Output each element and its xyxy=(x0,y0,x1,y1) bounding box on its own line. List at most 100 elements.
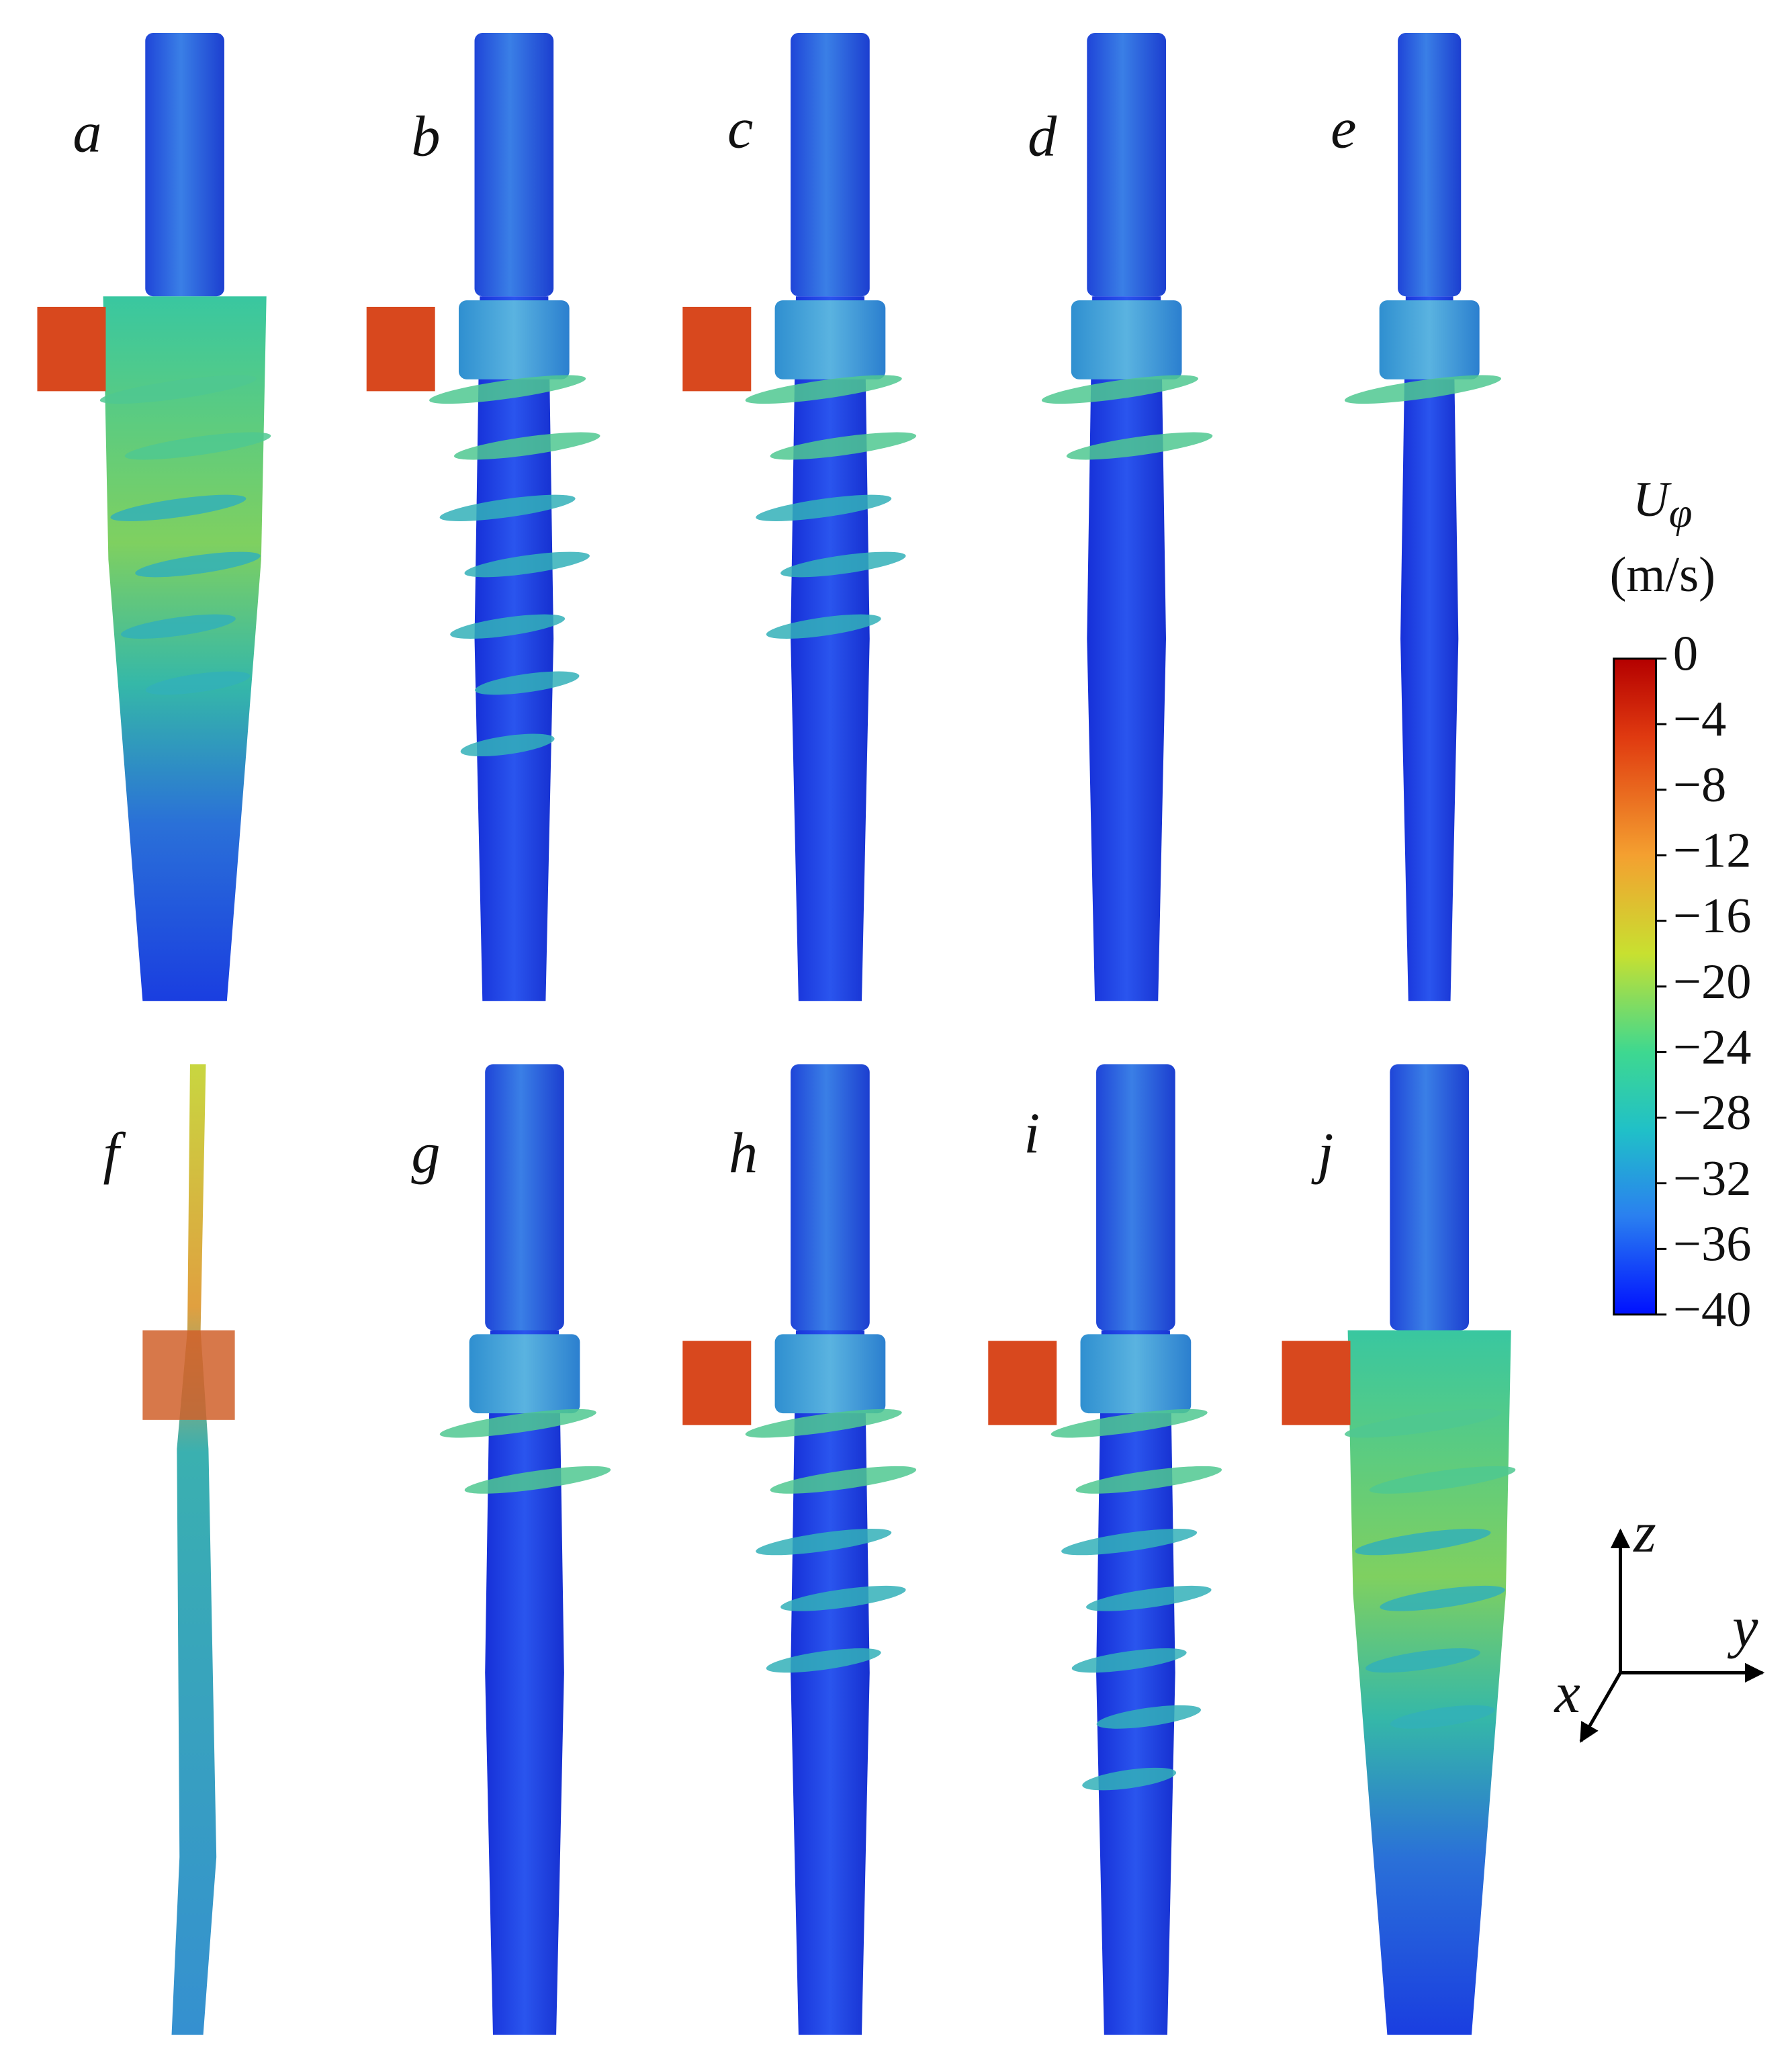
spiral-band xyxy=(1365,1648,1480,1673)
spiral-band xyxy=(1390,1705,1495,1729)
lower-tube xyxy=(1087,296,1166,1001)
inlet xyxy=(366,306,435,392)
lower-tube xyxy=(1096,1330,1175,2035)
colorbar-tick-label: −4 xyxy=(1673,692,1726,747)
spiral-band xyxy=(780,1585,906,1611)
spiral-band xyxy=(1075,1466,1222,1494)
spiral-band xyxy=(110,494,247,521)
colorbar-tick-label: −28 xyxy=(1673,1085,1752,1141)
panel: i xyxy=(988,1064,1222,2035)
upper-tube xyxy=(791,33,870,297)
colorbar-tick-label: −24 xyxy=(1673,1020,1752,1075)
upper-tube xyxy=(1096,1064,1175,1331)
spiral-band xyxy=(464,551,590,578)
upper-tube xyxy=(1087,33,1166,297)
spiral-band xyxy=(1344,375,1501,404)
colorbar-ticks: 0 −4 −8 −12 −16 −20 −24 −28 −32 −36 −40 xyxy=(1656,627,1752,1337)
panel-label: e xyxy=(1331,96,1356,161)
panel: j xyxy=(1282,1064,1516,2035)
upper-tube xyxy=(474,33,554,297)
panel-label: f xyxy=(103,1120,126,1185)
x-arrow xyxy=(1579,1672,1622,1743)
colorbar-scale xyxy=(1613,657,1657,1316)
cone xyxy=(1347,1330,1511,2035)
spiral-band xyxy=(745,1409,902,1438)
spiral-band xyxy=(770,432,917,460)
vortex-core xyxy=(171,1064,217,2035)
lower-tube xyxy=(485,1330,564,2035)
panel: c xyxy=(682,33,917,1001)
lower-tube xyxy=(791,1330,870,2035)
spiral-band xyxy=(475,671,580,695)
colorbar-unit: (m/s) xyxy=(1610,547,1715,602)
spiral-band xyxy=(756,494,892,521)
spiral-band xyxy=(780,551,906,578)
collar xyxy=(1071,300,1182,379)
spiral-band xyxy=(1066,432,1213,460)
panel-label: h xyxy=(729,1120,758,1185)
colorbar-tick-label: 0 xyxy=(1673,627,1698,682)
inlet xyxy=(1282,1341,1351,1425)
panel: d xyxy=(1028,33,1213,1001)
spiral-band xyxy=(429,375,586,404)
collar xyxy=(1080,1334,1192,1414)
panel-label: j xyxy=(1310,1120,1333,1185)
inlet xyxy=(682,306,752,392)
spiral-band xyxy=(145,671,251,695)
spiral-band xyxy=(1082,1767,1177,1791)
lower-tube xyxy=(474,296,554,1001)
spiral-band xyxy=(1086,1585,1212,1611)
z-label: z xyxy=(1633,1500,1656,1564)
colorbar-tick-label: −8 xyxy=(1673,758,1726,813)
upper-tube xyxy=(791,1064,870,1331)
colorbar-tick-label: −16 xyxy=(1673,889,1752,944)
collar xyxy=(1379,300,1480,379)
collar xyxy=(458,300,570,379)
upper-tube xyxy=(485,1064,564,1331)
panel-label: i xyxy=(1024,1101,1040,1165)
lower-tube xyxy=(1400,296,1459,1001)
collar xyxy=(774,1334,886,1414)
collar xyxy=(469,1334,580,1414)
panel-label: b xyxy=(411,103,440,168)
spiral-band xyxy=(770,1466,917,1494)
spiral-band xyxy=(135,551,261,578)
spiral-band xyxy=(1369,1466,1516,1494)
panel-label: g xyxy=(411,1120,440,1185)
panel: e xyxy=(1331,33,1501,1001)
spiral-band xyxy=(464,1466,611,1494)
colorbar-tick-label: −32 xyxy=(1673,1151,1752,1206)
spiral-band xyxy=(439,1409,596,1438)
spiral-band xyxy=(1041,375,1198,404)
inlet xyxy=(682,1341,752,1425)
spiral-band xyxy=(124,432,271,460)
panel-label: a xyxy=(73,100,101,165)
collar xyxy=(774,300,886,379)
spiral-band xyxy=(1050,1409,1208,1438)
lower-tube xyxy=(791,296,870,1001)
upper-tube xyxy=(1398,33,1462,297)
x-label: x xyxy=(1553,1660,1580,1725)
spiral-band xyxy=(756,1528,892,1556)
colorbar-tick-label: −36 xyxy=(1673,1216,1752,1271)
axis-triad: z y x xyxy=(1553,1500,1765,1743)
colorbar-symbol: U xyxy=(1633,472,1672,527)
inlet xyxy=(988,1341,1057,1425)
panel: a xyxy=(37,33,271,1001)
cone xyxy=(103,296,267,1001)
spiral-band xyxy=(1061,1528,1198,1556)
spiral-band xyxy=(1096,1705,1202,1729)
spiral-band xyxy=(460,733,555,757)
spiral-band xyxy=(766,1648,881,1673)
spiral-band xyxy=(1380,1585,1505,1611)
panel: b xyxy=(366,33,600,1001)
panel: h xyxy=(682,1064,917,2035)
colorbar-tick-label: −12 xyxy=(1673,823,1752,879)
upper-tube xyxy=(145,33,224,297)
panel-label: d xyxy=(1028,103,1057,168)
spiral-band xyxy=(1071,1648,1187,1673)
spiral-band xyxy=(99,375,257,404)
colorbar-tick-label: −20 xyxy=(1673,954,1752,1010)
y-label: y xyxy=(1727,1595,1758,1659)
